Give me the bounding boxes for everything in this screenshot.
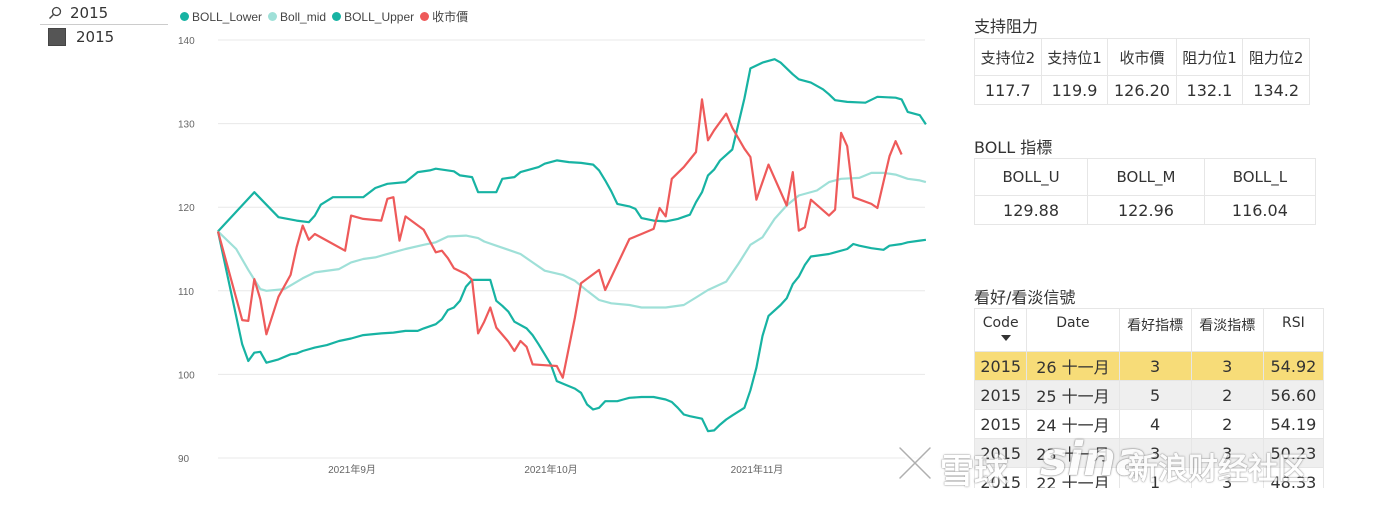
- header-resistance1[interactable]: 阻力位1: [1175, 38, 1244, 76]
- value-boll-u: 129.88: [973, 195, 1089, 225]
- cell-rsi: 50.23: [1262, 438, 1324, 468]
- series-line-[interactable]: [216, 98, 903, 379]
- legend-item-boll-lower[interactable]: BOLL_Lower: [180, 8, 262, 25]
- legend-marker-boll-lower: [180, 12, 189, 21]
- cell-code: 2015: [974, 380, 1028, 410]
- legend-label-boll-lower: BOLL_Lower: [192, 9, 263, 24]
- x-tick-label: 2021年9月: [328, 463, 376, 476]
- legend-item-boll-mid[interactable]: Boll_mid: [268, 8, 326, 25]
- slicer-checkbox[interactable]: [48, 28, 66, 46]
- snowball-logo-icon: [896, 444, 934, 482]
- support-resistance-title: 支持阻力: [974, 17, 1039, 36]
- cell-rsi: 56.60: [1262, 380, 1324, 410]
- header-close[interactable]: 收市價: [1107, 38, 1177, 76]
- value-resistance1: 132.1: [1175, 75, 1244, 105]
- y-tick-label: 100: [178, 370, 195, 381]
- header-rsi[interactable]: RSI: [1262, 308, 1324, 352]
- legend-label-close: 收市價: [432, 10, 469, 24]
- header-bearish[interactable]: 看淡指標: [1190, 308, 1264, 352]
- header-boll-l[interactable]: BOLL_L: [1203, 158, 1317, 196]
- legend-label-boll-upper: BOLL_Upper: [344, 9, 415, 24]
- cell-date: 26 十一月: [1026, 351, 1120, 381]
- slicer-search-box[interactable]: 2015: [40, 2, 168, 25]
- watermark: 雪球 sina 新浪财经社区: [890, 428, 1360, 498]
- y-tick-label: 140: [178, 36, 195, 47]
- value-support2: 117.7: [974, 75, 1042, 105]
- cell-bullish: 3: [1118, 351, 1192, 381]
- series-line-boll-upper[interactable]: [217, 58, 927, 233]
- header-bullish[interactable]: 看好指標: [1118, 308, 1192, 352]
- y-tick-label: 120: [178, 203, 195, 214]
- table-row[interactable]: 2015 22 十一月 1 3 48.33: [974, 467, 1324, 488]
- legend-marker-boll-upper: [332, 12, 342, 21]
- support-resistance-table: 支持位2 支持位1 收市價 阻力位1 阻力位2 117.7 119.9 126.…: [974, 38, 1310, 105]
- watermark-left-text: 雪球: [940, 452, 1008, 492]
- year-slicer: 2015 2015: [40, 0, 170, 60]
- header-date-label: Date: [1056, 315, 1090, 331]
- legend-label-boll-mid: Boll_mid: [280, 9, 327, 24]
- cell-rsi: 54.92: [1262, 351, 1324, 381]
- header-code[interactable]: Code: [974, 308, 1028, 352]
- value-boll-m: 122.96: [1087, 195, 1205, 225]
- value-support1: 119.9: [1040, 75, 1109, 105]
- legend-marker-boll-mid: [268, 12, 278, 21]
- table-row[interactable]: 2015 23 十一月 3 3 50.23: [974, 438, 1324, 468]
- y-tick-label: 90: [178, 454, 190, 465]
- cell-bullish: 3: [1118, 438, 1192, 468]
- signals-title: 看好/看淡信號: [974, 288, 1076, 307]
- cell-date: 22 十一月: [1026, 467, 1120, 488]
- cell-code: 2015: [974, 409, 1028, 439]
- cell-code: 2015: [974, 438, 1028, 468]
- watermark-right-text: 新浪财经社区: [1128, 452, 1308, 487]
- sort-descending-icon: [1001, 335, 1012, 341]
- slicer-item-label: 2015: [76, 28, 115, 46]
- boll-title: BOLL 指標: [974, 138, 1053, 157]
- cell-bearish: 3: [1190, 438, 1264, 468]
- signals-table-container[interactable]: Code Date 看好指標 看淡指標 RSI 2015 26 十一月 3 3 …: [974, 308, 1324, 488]
- legend-item-boll-upper[interactable]: BOLL_Upper: [332, 8, 414, 25]
- header-support1[interactable]: 支持位1: [1040, 38, 1109, 76]
- cell-code: 2015: [974, 467, 1028, 488]
- legend-item-close[interactable]: 收市價: [420, 8, 468, 25]
- x-tick-label: 2021年11月: [731, 463, 784, 476]
- series-line-boll-lower[interactable]: [216, 231, 927, 433]
- value-close: 126.20: [1107, 75, 1177, 105]
- cell-bearish: 2: [1190, 380, 1264, 410]
- slicer-search-value[interactable]: 2015: [70, 4, 109, 22]
- table-row[interactable]: 2015 25 十一月 5 2 56.60: [974, 380, 1324, 410]
- boll-table: BOLL_U BOLL_M BOLL_L 129.88 122.96 116.0…: [973, 158, 1317, 225]
- bollinger-chart: BOLL_Lower Boll_mid BOLL_Upper 收市價 140 13…: [170, 0, 940, 500]
- cell-rsi: 48.33: [1262, 467, 1324, 488]
- cell-bullish: 5: [1118, 380, 1192, 410]
- table-row[interactable]: 2015 26 十一月 3 3 54.92: [974, 351, 1324, 381]
- value-resistance2: 134.2: [1242, 75, 1310, 105]
- search-icon: [49, 6, 62, 19]
- cell-date: 25 十一月: [1026, 380, 1120, 410]
- signals-table: Code Date 看好指標 看淡指標 RSI 2015 26 十一月 3 3 …: [974, 308, 1324, 488]
- cell-bearish: 3: [1190, 351, 1264, 381]
- header-support2[interactable]: 支持位2: [974, 38, 1042, 76]
- series-line-boll-mid[interactable]: [217, 171, 927, 309]
- chart-legend: BOLL_Lower Boll_mid BOLL_Upper 收市價: [180, 8, 474, 25]
- chart-plot-area: 140 130 120 110 100 90 2021年9月 2021年10月 2021年11…: [178, 36, 927, 476]
- y-tick-label: 130: [178, 120, 195, 131]
- header-boll-m[interactable]: BOLL_M: [1087, 158, 1205, 196]
- value-boll-l: 116.04: [1203, 195, 1317, 225]
- header-date[interactable]: Date: [1001, 308, 1120, 352]
- watermark-brand: sina: [1040, 432, 1147, 486]
- y-tick-label: 110: [178, 287, 194, 298]
- header-resistance2[interactable]: 阻力位2: [1242, 38, 1310, 76]
- x-tick-label: 2021年10月: [524, 463, 577, 476]
- cell-code: 2015: [974, 351, 1028, 381]
- slicer-item-2015[interactable]: 2015: [48, 28, 114, 46]
- legend-marker-close: [420, 12, 430, 21]
- header-boll-u[interactable]: BOLL_U: [973, 158, 1089, 196]
